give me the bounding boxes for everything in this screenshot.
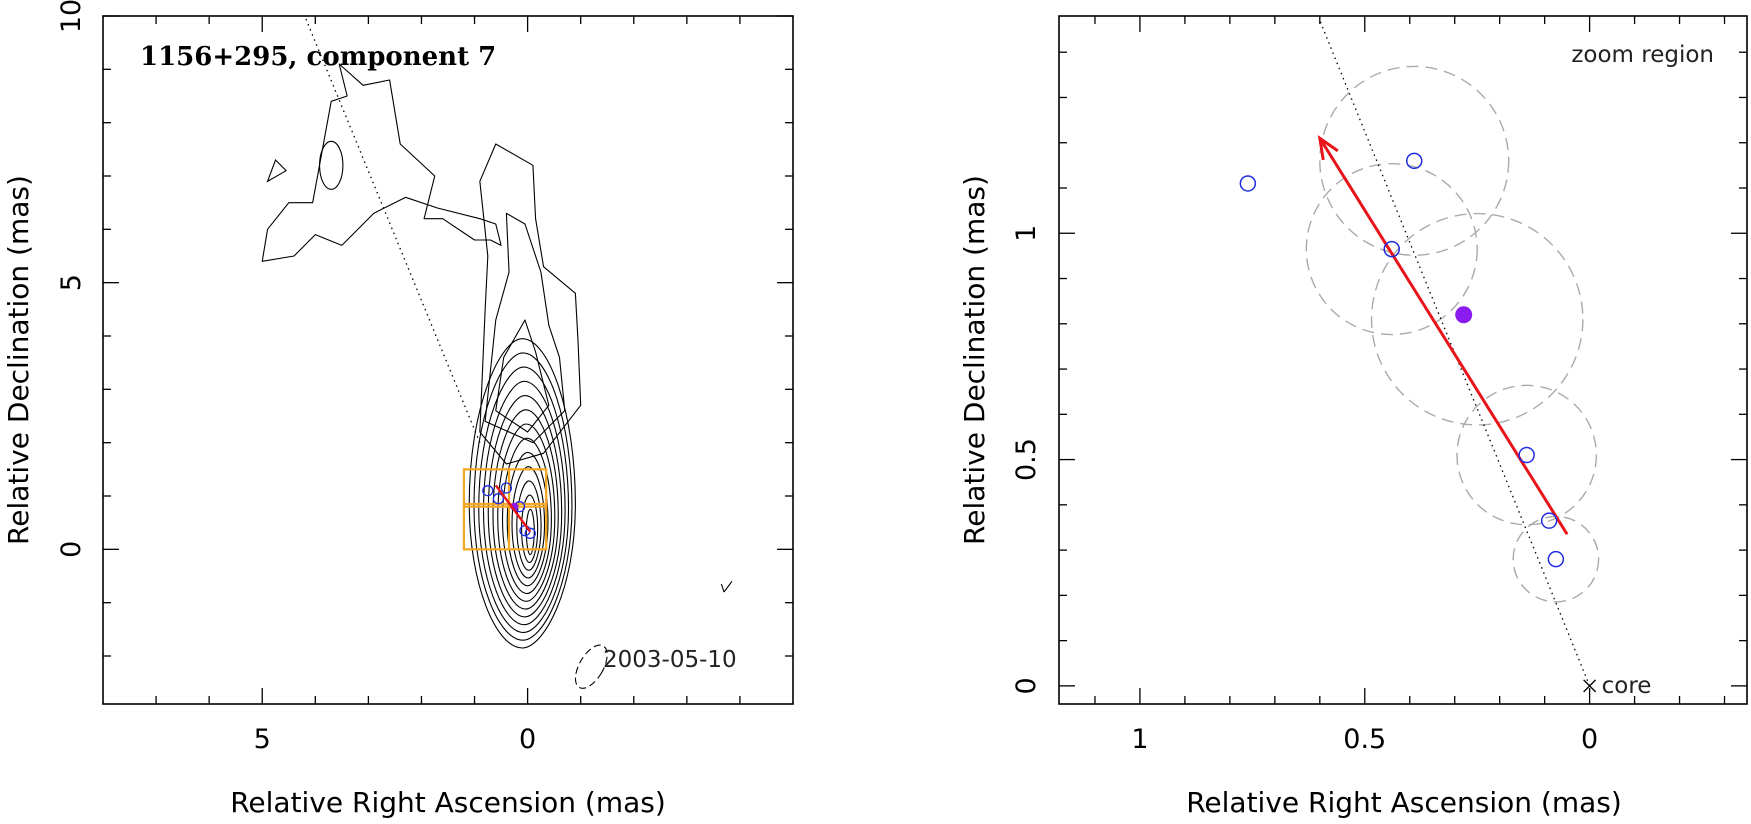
right-plot-frame	[1058, 15, 1748, 705]
zoom-box	[462, 468, 548, 508]
core-contour	[506, 451, 549, 587]
core-contour	[468, 338, 576, 649]
right-x-tick-labels: 1 0.5 0	[1131, 724, 1598, 755]
component-position	[1405, 152, 1423, 170]
jet-contour	[495, 319, 550, 433]
core-contour	[516, 480, 542, 571]
core-contour	[520, 494, 539, 563]
left-y-axis-title: Relative Declination (mas)	[2, 175, 35, 545]
core-contour	[478, 366, 570, 633]
component-position	[1540, 512, 1558, 529]
core-contour	[487, 395, 563, 618]
epoch-date-label: 2003-05-10	[603, 647, 737, 673]
component-position	[500, 482, 513, 494]
right-x-axis-title: Relative Right Ascension (mas)	[1186, 786, 1622, 819]
core-contour	[482, 380, 566, 626]
x-tick-label: 0	[1581, 724, 1598, 755]
core-contour	[492, 409, 559, 610]
y-tick-label: 0	[1011, 677, 1042, 694]
component-position	[1383, 240, 1401, 258]
y-tick-label: 10	[56, 0, 87, 33]
left-axis-ticks	[103, 15, 793, 704]
error-circle	[1512, 515, 1600, 603]
y-tick-label: 1	[1011, 225, 1042, 242]
left-x-axis-title: Relative Right Ascension (mas)	[230, 786, 666, 819]
core-contour	[511, 466, 546, 579]
x-tick-label: 1	[1131, 724, 1148, 755]
jet-plume-contour	[261, 63, 502, 262]
left-plot-frame	[102, 15, 794, 705]
jet-contour	[479, 143, 582, 465]
y-tick-label: 0.5	[1011, 438, 1042, 481]
error-circle	[1370, 212, 1584, 426]
left-y-tick-labels: 10 5 0	[56, 0, 87, 558]
component-position	[524, 527, 536, 539]
component-position	[482, 485, 494, 497]
error-circle	[1305, 162, 1478, 336]
component-position	[492, 493, 505, 505]
core-label: core	[1602, 673, 1652, 699]
y-tick-label: 0	[56, 541, 87, 558]
x-tick-label: 0	[519, 724, 536, 755]
motion-vector-arrowhead	[1317, 134, 1339, 161]
component-position	[1239, 175, 1257, 192]
zoom-box	[462, 502, 548, 551]
x-tick-label: 0.5	[1343, 724, 1386, 755]
right-axis-ticks	[1059, 16, 1747, 704]
jet-island-contour	[266, 159, 288, 183]
zoom-marks: core	[1239, 20, 1652, 699]
motion-vector	[1318, 137, 1569, 536]
right-y-tick-labels: 10.50	[1011, 225, 1042, 695]
error-circle	[1456, 384, 1598, 526]
zoom-region-label: zoom region	[1571, 42, 1714, 68]
mean-position	[1455, 306, 1473, 324]
core-marker	[1583, 679, 1597, 693]
core-contour	[501, 437, 552, 595]
noise-contour	[720, 581, 733, 593]
component-position	[1518, 446, 1535, 464]
y-tick-label: 5	[56, 274, 87, 291]
left-plot-title: 1156+295, component 7	[140, 42, 496, 72]
jet-island-contour	[319, 140, 344, 190]
contour-lines	[261, 15, 733, 689]
beam-ellipse	[574, 644, 608, 689]
zoom-region-panel: core zoom region 1 0.5 0 10.50 Relative Ri…	[958, 15, 1748, 819]
component-position	[1547, 550, 1565, 568]
error-circle	[1319, 65, 1510, 256]
motion-vector	[494, 484, 532, 533]
jet-contour	[484, 212, 566, 444]
jet-direction-line	[304, 15, 481, 443]
x-tick-label: 5	[254, 724, 271, 755]
right-y-axis-title: Relative Declination (mas)	[958, 175, 991, 545]
